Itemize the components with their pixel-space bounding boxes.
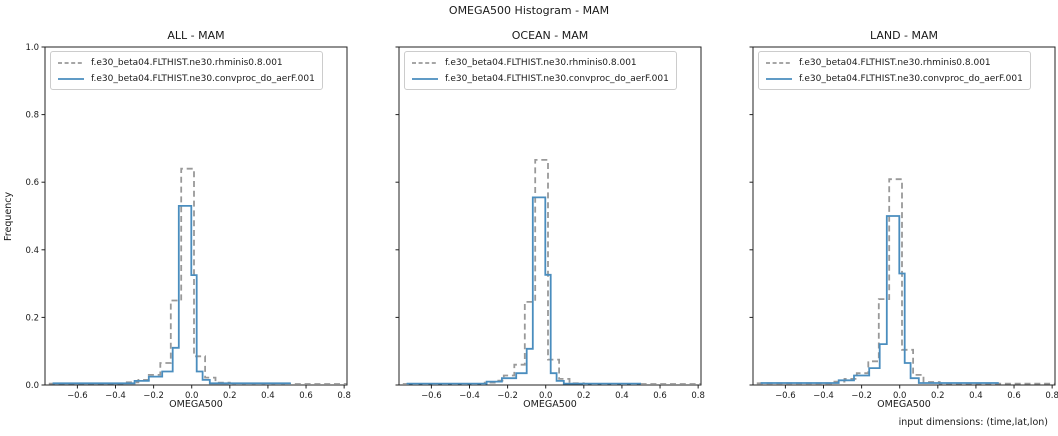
svg-text:0.4: 0.4 [25,246,39,256]
x-axis-label-land: OMEGA500 [877,399,931,410]
legend-entry: f.e30_beta04.FLTHIST.ne30.convproc_do_ae… [411,72,669,85]
svg-text:0.8: 0.8 [25,111,39,121]
svg-text:0.8: 0.8 [337,391,351,401]
subplot-title-ocean: OCEAN - MAM [511,29,589,42]
solid-line-icon [412,77,438,80]
solid-line-icon [58,77,84,80]
svg-text:−0.6: −0.6 [775,391,796,401]
legend-entry: f.e30_beta04.FLTHIST.ne30.rhminis0.8.001 [411,56,669,69]
legend-label: f.e30_beta04.FLTHIST.ne30.rhminis0.8.001 [91,57,283,68]
dashed-line-icon [412,61,438,64]
legend-label: f.e30_beta04.FLTHIST.ne30.convproc_do_ae… [91,73,315,84]
svg-text:0.2: 0.2 [931,391,945,401]
legend-label: f.e30_beta04.FLTHIST.ne30.convproc_do_ae… [799,73,1023,84]
legend-box-land: f.e30_beta04.FLTHIST.ne30.rhminis0.8.001… [758,51,1031,90]
svg-text:0.0: 0.0 [185,391,199,401]
svg-text:−0.2: −0.2 [143,391,164,401]
svg-text:0.6: 0.6 [1007,391,1021,401]
legend-box-ocean: f.e30_beta04.FLTHIST.ne30.rhminis0.8.001… [404,51,677,90]
svg-text:−0.2: −0.2 [851,391,872,401]
svg-text:0.4: 0.4 [615,391,629,401]
svg-text:0.2: 0.2 [25,313,39,323]
svg-text:0.6: 0.6 [653,391,667,401]
dashed-line-icon [58,61,84,64]
legend-entry: f.e30_beta04.FLTHIST.ne30.convproc_do_ae… [765,72,1023,85]
legend-box-all: f.e30_beta04.FLTHIST.ne30.rhminis0.8.001… [50,51,323,90]
svg-text:1.0: 1.0 [25,43,39,53]
figure-title: OMEGA500 Histogram - MAM [448,4,610,17]
svg-text:−0.6: −0.6 [67,391,88,401]
svg-text:0.8: 0.8 [691,391,705,401]
svg-text:0.6: 0.6 [299,391,313,401]
svg-text:0.8: 0.8 [1045,391,1058,401]
svg-text:−0.6: −0.6 [421,391,442,401]
svg-text:0.2: 0.2 [577,391,591,401]
y-axis-label: Frequency [3,191,14,241]
legend-entry: f.e30_beta04.FLTHIST.ne30.convproc_do_ae… [57,72,315,85]
legend-label: f.e30_beta04.FLTHIST.ne30.rhminis0.8.001 [445,57,637,68]
svg-text:−0.4: −0.4 [459,391,480,401]
legend-entry: f.e30_beta04.FLTHIST.ne30.rhminis0.8.001 [57,56,315,69]
svg-text:−0.4: −0.4 [813,391,834,401]
footer-note: input dimensions: (time,lat,lon) [898,417,1048,428]
svg-text:0.2: 0.2 [223,391,237,401]
solid-line-icon [766,77,792,80]
svg-text:−0.4: −0.4 [105,391,126,401]
legend-entry: f.e30_beta04.FLTHIST.ne30.rhminis0.8.001 [765,56,1023,69]
svg-text:−0.2: −0.2 [497,391,518,401]
legend-label: f.e30_beta04.FLTHIST.ne30.convproc_do_ae… [445,73,669,84]
svg-text:0.4: 0.4 [969,391,983,401]
x-axis-label-ocean: OMEGA500 [523,399,577,410]
legend-label: f.e30_beta04.FLTHIST.ne30.rhminis0.8.001 [799,57,991,68]
dashed-line-icon [766,61,792,64]
subplot-title-land: LAND - MAM [869,29,939,42]
svg-text:0.6: 0.6 [25,178,39,188]
svg-text:0.0: 0.0 [539,391,553,401]
svg-text:0.4: 0.4 [261,391,275,401]
svg-text:0.0: 0.0 [893,391,907,401]
subplot-title-all: ALL - MAM [167,29,225,42]
svg-text:0.0: 0.0 [25,381,39,391]
x-axis-label-all: OMEGA500 [169,399,223,410]
